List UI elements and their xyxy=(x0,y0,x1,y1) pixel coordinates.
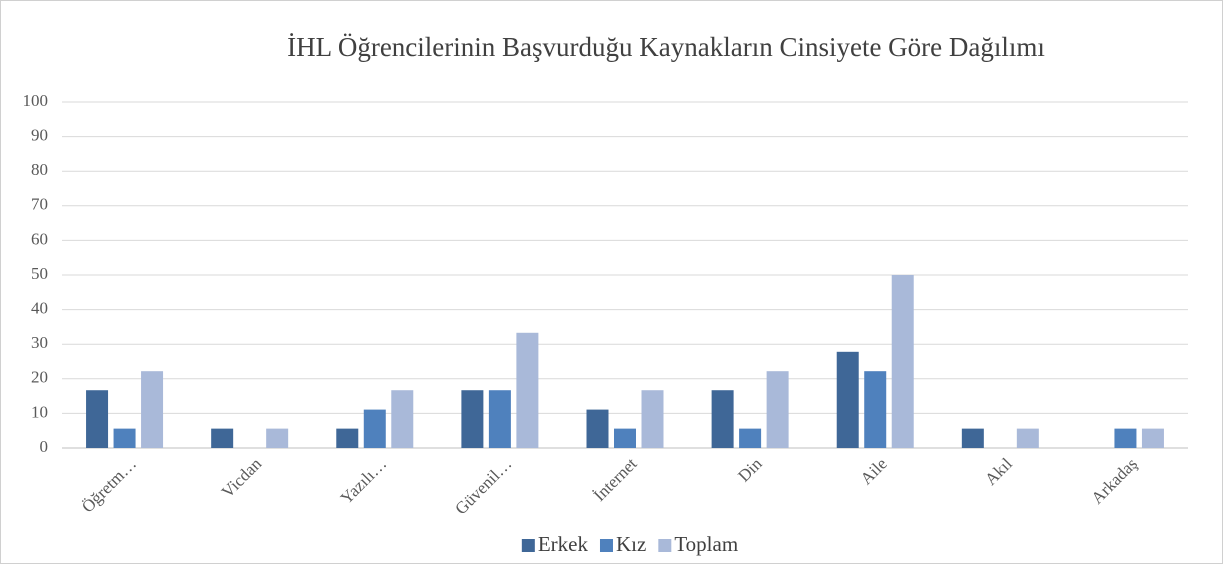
bar xyxy=(516,332,539,448)
y-tick-label: 100 xyxy=(23,91,49,110)
bar xyxy=(614,428,636,448)
bar xyxy=(113,428,136,448)
bar xyxy=(336,428,359,448)
bar xyxy=(864,371,887,448)
bar xyxy=(961,428,984,448)
y-tick-label: 0 xyxy=(40,437,49,456)
chart-title: İHL Öğrencilerinin Başvurduğu Kaynakları… xyxy=(287,32,1045,62)
y-tick-label: 80 xyxy=(31,160,48,179)
legend-swatch xyxy=(599,539,613,552)
bar xyxy=(363,409,386,448)
bar xyxy=(391,390,414,448)
legend-swatch xyxy=(658,539,672,552)
y-tick-label: 50 xyxy=(31,264,48,283)
y-tick-label: 40 xyxy=(31,299,48,318)
legend-label: Erkek xyxy=(538,532,589,556)
y-tick-label: 60 xyxy=(31,229,48,248)
bar xyxy=(766,371,789,448)
y-tick-label: 10 xyxy=(31,402,48,421)
bar xyxy=(211,428,234,448)
bar xyxy=(86,390,109,448)
bar xyxy=(141,371,164,448)
bar xyxy=(1114,428,1137,448)
y-tick-label: 20 xyxy=(31,368,48,387)
bar xyxy=(488,390,511,448)
y-tick-label: 30 xyxy=(31,333,48,352)
bar xyxy=(1016,428,1039,448)
bar xyxy=(586,409,609,448)
bar xyxy=(891,275,914,448)
bar xyxy=(836,351,859,448)
bar xyxy=(711,390,734,448)
bar xyxy=(461,390,484,448)
bar xyxy=(266,428,289,448)
y-tick-label: 70 xyxy=(31,195,48,214)
bar xyxy=(739,428,762,448)
legend-label: Kız xyxy=(616,532,646,556)
bar xyxy=(641,390,664,448)
bar xyxy=(1141,428,1164,448)
y-tick-label: 90 xyxy=(31,126,48,145)
legend-swatch xyxy=(521,539,535,552)
legend-label: Toplam xyxy=(674,532,738,556)
